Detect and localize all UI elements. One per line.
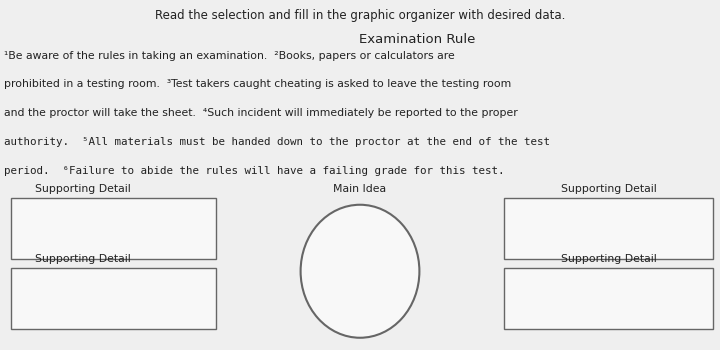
Text: Supporting Detail: Supporting Detail: [561, 184, 656, 194]
Text: Supporting Detail: Supporting Detail: [35, 184, 130, 194]
Text: authority.  ⁵All materials must be handed down to the proctor at the end of the : authority. ⁵All materials must be handed…: [4, 137, 549, 147]
Ellipse shape: [301, 205, 419, 338]
FancyBboxPatch shape: [504, 198, 713, 259]
Text: Read the selection and fill in the graphic organizer with desired data.: Read the selection and fill in the graph…: [155, 9, 565, 22]
Text: Supporting Detail: Supporting Detail: [561, 254, 656, 264]
Text: and the proctor will take the sheet.  ⁴Such incident will immediately be reporte: and the proctor will take the sheet. ⁴Su…: [4, 108, 518, 118]
Text: prohibited in a testing room.  ³Test takers caught cheating is asked to leave th: prohibited in a testing room. ³Test take…: [4, 79, 511, 90]
Text: Main Idea: Main Idea: [333, 184, 387, 194]
FancyBboxPatch shape: [11, 268, 216, 329]
Text: ¹Be aware of the rules in taking an examination.  ²Books, papers or calculators : ¹Be aware of the rules in taking an exam…: [4, 51, 454, 61]
Text: Examination Rule: Examination Rule: [359, 33, 476, 46]
FancyBboxPatch shape: [11, 198, 216, 259]
FancyBboxPatch shape: [504, 268, 713, 329]
Text: Supporting Detail: Supporting Detail: [35, 254, 130, 264]
Text: period.  ⁶Failure to abide the rules will have a failing grade for this test.: period. ⁶Failure to abide the rules will…: [4, 166, 504, 176]
